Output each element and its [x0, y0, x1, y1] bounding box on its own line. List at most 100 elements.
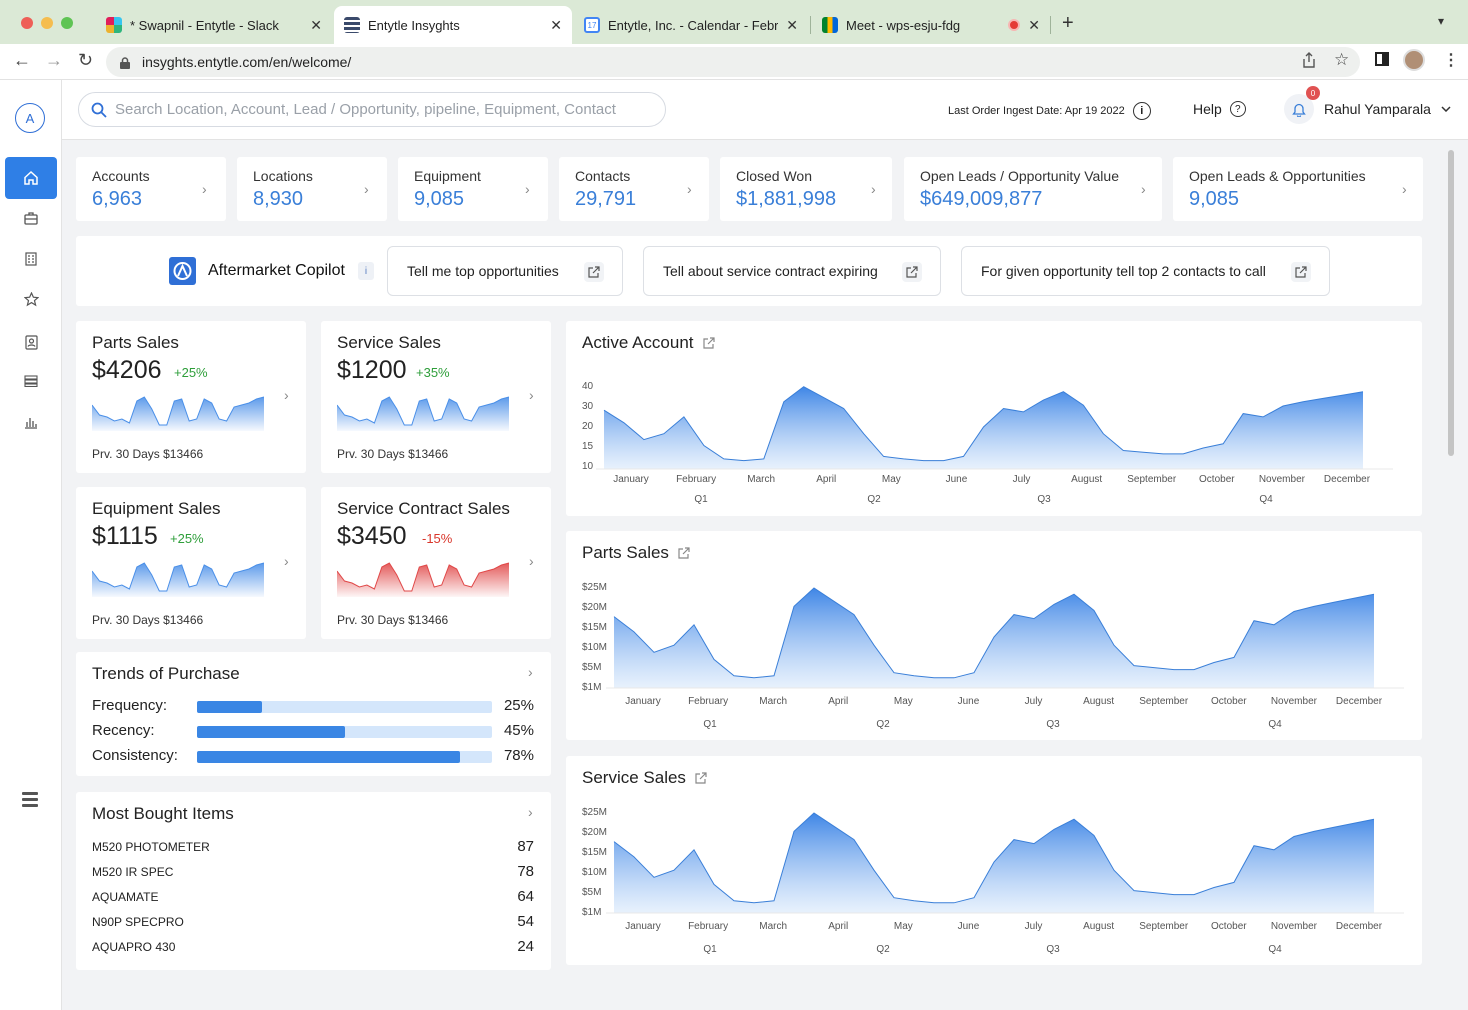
- global-search[interactable]: [78, 92, 666, 127]
- close-tab-icon[interactable]: ✕: [786, 16, 798, 33]
- stat-card-contacts[interactable]: Contacts 29,791 ›: [559, 157, 709, 221]
- x-tick-label: May: [882, 474, 901, 485]
- prompt-top-opportunities-button[interactable]: Tell me top opportunities: [387, 246, 623, 296]
- info-icon[interactable]: i: [1132, 102, 1151, 120]
- chevron-right-icon: ›: [1402, 181, 1407, 197]
- x-tick-label: August: [1071, 474, 1102, 485]
- browser-menu-icon[interactable]: ⋮: [1443, 52, 1459, 69]
- sidebar-item-locations[interactable]: [22, 250, 40, 268]
- building-icon: [25, 252, 37, 266]
- x-tick-label: February: [688, 921, 728, 932]
- back-arrow-icon[interactable]: ←: [13, 50, 31, 70]
- close-tab-icon[interactable]: ✕: [310, 16, 322, 33]
- search-input[interactable]: [115, 101, 655, 118]
- list-item[interactable]: M520 IR SPEC 78: [92, 863, 534, 880]
- zoom-window-button[interactable]: [61, 17, 73, 29]
- sparkline-line: [92, 562, 264, 592]
- list-item[interactable]: M520 PHOTOMETER 87: [92, 838, 534, 855]
- progress-track: [197, 751, 492, 763]
- y-tick-label: $15M: [582, 847, 607, 858]
- external-link-icon: [584, 262, 604, 282]
- forward-arrow-icon[interactable]: →: [45, 50, 63, 70]
- list-item[interactable]: N90P SPECPRO 54: [92, 913, 534, 930]
- stat-card-equipment[interactable]: Equipment 9,085 ›: [398, 157, 548, 221]
- bar-chart-icon: [25, 417, 37, 429]
- new-tab-button[interactable]: +: [1062, 12, 1074, 34]
- stat-card-open-leads-value[interactable]: Open Leads / Opportunity Value $649,009,…: [904, 157, 1162, 221]
- share-icon[interactable]: [1302, 52, 1316, 72]
- y-tick-label: $20M: [582, 827, 607, 838]
- sidebar-item-contacts[interactable]: [22, 333, 40, 351]
- area-chart: 40 30 20 15 10 January February March April May Ju…: [582, 381, 1393, 505]
- external-link-icon[interactable]: [678, 547, 690, 559]
- browser-toolbar: ← → ↻ insyghts.entytle.com/en/welcome/ ☆…: [0, 44, 1468, 80]
- browser-tab-meet[interactable]: Meet - wps-esju-fdg ✕: [812, 6, 1050, 44]
- meet-icon: [822, 17, 838, 33]
- address-bar[interactable]: insyghts.entytle.com/en/welcome/: [106, 47, 1360, 77]
- hamburger-menu-icon[interactable]: [22, 792, 38, 810]
- list-item[interactable]: AQUAMATE 64: [92, 888, 534, 905]
- chevron-down-icon: [1441, 104, 1451, 115]
- minimize-window-button[interactable]: [41, 17, 53, 29]
- trend-row-consistency: Consistency: 78%: [92, 747, 534, 764]
- equipment-sales-card[interactable]: Equipment Sales $1115 +25% › Prv. 30 Day…: [76, 487, 306, 639]
- stat-card-open-leads-count[interactable]: Open Leads & Opportunities 9,085 ›: [1173, 157, 1423, 221]
- profile-avatar[interactable]: [1403, 49, 1425, 71]
- help-button[interactable]: Help ?: [1193, 101, 1246, 117]
- x-tick-label: May: [894, 696, 913, 707]
- star-icon: [23, 291, 39, 306]
- chevron-right-icon: ›: [284, 553, 289, 569]
- x-tick-label: December: [1336, 921, 1383, 932]
- sidebar-item-favorites[interactable]: [22, 290, 40, 308]
- bookmark-star-icon[interactable]: ☆: [1334, 50, 1350, 69]
- info-icon[interactable]: i: [358, 262, 374, 280]
- stat-card-locations[interactable]: Locations 8,930 ›: [237, 157, 387, 221]
- stat-card-closed-won[interactable]: Closed Won $1,881,998 ›: [720, 157, 892, 221]
- close-tab-icon[interactable]: ✕: [1028, 16, 1040, 33]
- briefcase-icon: [24, 211, 38, 225]
- app-header: Last Order Ingest Date: Apr 19 2022 i He…: [62, 80, 1468, 140]
- progress-fill: [197, 726, 345, 738]
- sparkline-line: [337, 396, 509, 426]
- sidebar-item-accounts[interactable]: [22, 209, 40, 227]
- sidebar-item-reports[interactable]: [22, 413, 40, 431]
- browser-tab-insyghts[interactable]: Entytle Insyghts ✕: [334, 6, 572, 44]
- area-line: [613, 587, 1375, 679]
- stat-card-accounts[interactable]: Accounts 6,963 ›: [76, 157, 226, 221]
- sidebar-item-home[interactable]: [5, 157, 57, 199]
- close-window-button[interactable]: [21, 17, 33, 29]
- x-tick-label: March: [747, 474, 775, 485]
- page-scrollbar[interactable]: [1448, 150, 1454, 456]
- prompt-top-contacts-button[interactable]: For given opportunity tell top 2 contact…: [961, 246, 1330, 296]
- user-menu[interactable]: Rahul Yamparala: [1324, 101, 1451, 117]
- x-tick-label: October: [1199, 474, 1235, 485]
- close-tab-icon[interactable]: ✕: [550, 16, 562, 33]
- bell-icon: [1292, 103, 1306, 117]
- service-sales-card[interactable]: Service Sales $1200 +35% › Prv. 30 Days …: [321, 321, 551, 473]
- chevron-right-icon: ›: [1141, 181, 1146, 197]
- contact-card-icon: [24, 334, 38, 350]
- list-item[interactable]: AQUAPRO 430 24: [92, 938, 534, 955]
- x-tick-label: October: [1211, 696, 1247, 707]
- quarter-label: Q1: [703, 719, 717, 730]
- delta-badge: +25%: [170, 531, 204, 546]
- parts-sales-card[interactable]: Parts Sales $4206 +25% › Prv. 30 Days $1…: [76, 321, 306, 473]
- tab-search-chevron-icon[interactable]: ▾: [1438, 14, 1445, 28]
- reload-icon[interactable]: ↻: [78, 50, 94, 70]
- external-link-icon[interactable]: [702, 337, 715, 349]
- side-panel-icon[interactable]: [1375, 52, 1389, 70]
- browser-tab-calendar[interactable]: 17 Entytle, Inc. - Calendar - February ✕: [574, 6, 808, 44]
- prompt-service-contract-button[interactable]: Tell about service contract expiring: [643, 246, 941, 296]
- browser-tab-slack[interactable]: * Swapnil - Entytle - Slack ✕: [96, 6, 332, 44]
- external-link-icon[interactable]: [695, 772, 707, 784]
- trends-of-purchase-card[interactable]: Trends of Purchase › Frequency: 25% Rece…: [76, 652, 551, 776]
- chevron-right-icon: ›: [528, 664, 533, 680]
- sparkline: [337, 562, 509, 597]
- app-logo[interactable]: A: [15, 103, 45, 133]
- sidebar-item-equipment[interactable]: [22, 372, 40, 390]
- service-contract-sales-card[interactable]: Service Contract Sales $3450 -15% › Prv.…: [321, 487, 551, 639]
- x-tick-label: July: [1025, 921, 1043, 932]
- recording-icon: [1008, 19, 1021, 31]
- progress-fill: [197, 751, 460, 763]
- most-bought-items-card[interactable]: Most Bought Items › M520 PHOTOMETER 87 M5…: [76, 792, 551, 970]
